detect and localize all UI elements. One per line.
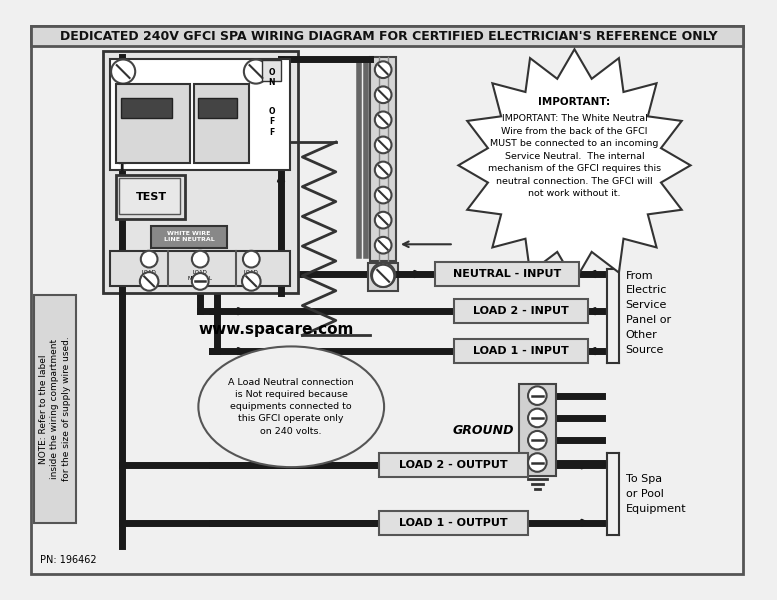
- Bar: [110, 251, 291, 286]
- Bar: [121, 98, 172, 118]
- Circle shape: [244, 59, 268, 83]
- Bar: [31, 26, 744, 46]
- Circle shape: [375, 112, 392, 128]
- Bar: [454, 339, 588, 363]
- Text: PN: 196462: PN: 196462: [40, 554, 97, 565]
- Circle shape: [140, 272, 159, 291]
- Circle shape: [528, 409, 546, 427]
- Text: IMPORTANT: The White Neutral
Wire from the back of the GFCI
MUST be connected to: IMPORTANT: The White Neutral Wire from t…: [488, 114, 661, 198]
- Text: DEDICATED 240V GFCI SPA WIRING DIAGRAM FOR CERTIFIED ELECTRICIAN'S REFERENCE ONL: DEDICATED 240V GFCI SPA WIRING DIAGRAM F…: [60, 30, 717, 43]
- Circle shape: [371, 263, 395, 287]
- Bar: [368, 263, 398, 291]
- Bar: [435, 262, 579, 286]
- Text: From
Electric
Service
Panel or
Other
Source: From Electric Service Panel or Other Sou…: [625, 271, 671, 355]
- Circle shape: [375, 212, 392, 229]
- Text: LOAD
POWER: LOAD POWER: [241, 270, 261, 281]
- Circle shape: [375, 61, 392, 78]
- Bar: [379, 511, 528, 535]
- Text: LOAD 2 - INPUT: LOAD 2 - INPUT: [473, 306, 569, 316]
- Text: LOAD 1 - OUTPUT: LOAD 1 - OUTPUT: [399, 518, 508, 528]
- Circle shape: [192, 273, 208, 290]
- Text: LOAD
POWER: LOAD POWER: [139, 270, 159, 281]
- Ellipse shape: [198, 346, 384, 467]
- Text: LOAD
NEUTRAL: LOAD NEUTRAL: [188, 270, 213, 281]
- Text: A Load Neutral connection
is Not required because
equipments connected to
this G: A Load Neutral connection is Not require…: [228, 378, 354, 436]
- Text: WHITE WIRE
LINE NEUTRAL: WHITE WIRE LINE NEUTRAL: [164, 232, 214, 242]
- Circle shape: [242, 272, 260, 291]
- Bar: [370, 56, 396, 261]
- Text: LOAD 1 - INPUT: LOAD 1 - INPUT: [473, 346, 569, 356]
- Bar: [116, 175, 186, 219]
- Bar: [454, 299, 588, 323]
- Text: www.spacare.com: www.spacare.com: [198, 322, 354, 337]
- Text: NEUTRAL - INPUT: NEUTRAL - INPUT: [453, 269, 561, 279]
- Circle shape: [375, 187, 392, 203]
- Circle shape: [528, 453, 546, 472]
- Bar: [34, 295, 76, 523]
- Circle shape: [141, 251, 158, 268]
- Text: O
N: O N: [269, 68, 275, 87]
- Text: NOTE: Refer to the label
inside the wiring compartment
for the size of supply wi: NOTE: Refer to the label inside the wiri…: [39, 337, 71, 481]
- Bar: [198, 98, 237, 118]
- Circle shape: [375, 237, 392, 254]
- Bar: [110, 59, 291, 170]
- Circle shape: [372, 265, 394, 287]
- Polygon shape: [458, 49, 691, 281]
- Circle shape: [375, 137, 392, 153]
- Text: To Spa
or Pool
Equipment: To Spa or Pool Equipment: [625, 474, 686, 514]
- Circle shape: [192, 251, 208, 268]
- Text: GROUND: GROUND: [453, 424, 514, 437]
- Text: TEST: TEST: [135, 192, 166, 202]
- Circle shape: [111, 59, 135, 83]
- Bar: [116, 83, 190, 163]
- Bar: [379, 453, 528, 478]
- Circle shape: [375, 161, 392, 178]
- Circle shape: [528, 431, 546, 449]
- Bar: [151, 226, 227, 248]
- Text: IMPORTANT:: IMPORTANT:: [538, 97, 611, 107]
- Text: O
F
F: O F F: [269, 107, 275, 137]
- Bar: [519, 383, 556, 476]
- Circle shape: [243, 251, 260, 268]
- Text: LOAD 2 - OUTPUT: LOAD 2 - OUTPUT: [399, 460, 508, 470]
- Circle shape: [528, 386, 546, 405]
- Bar: [263, 61, 281, 81]
- Bar: [193, 83, 249, 163]
- Circle shape: [375, 86, 392, 103]
- Bar: [103, 51, 298, 293]
- Bar: [120, 178, 179, 214]
